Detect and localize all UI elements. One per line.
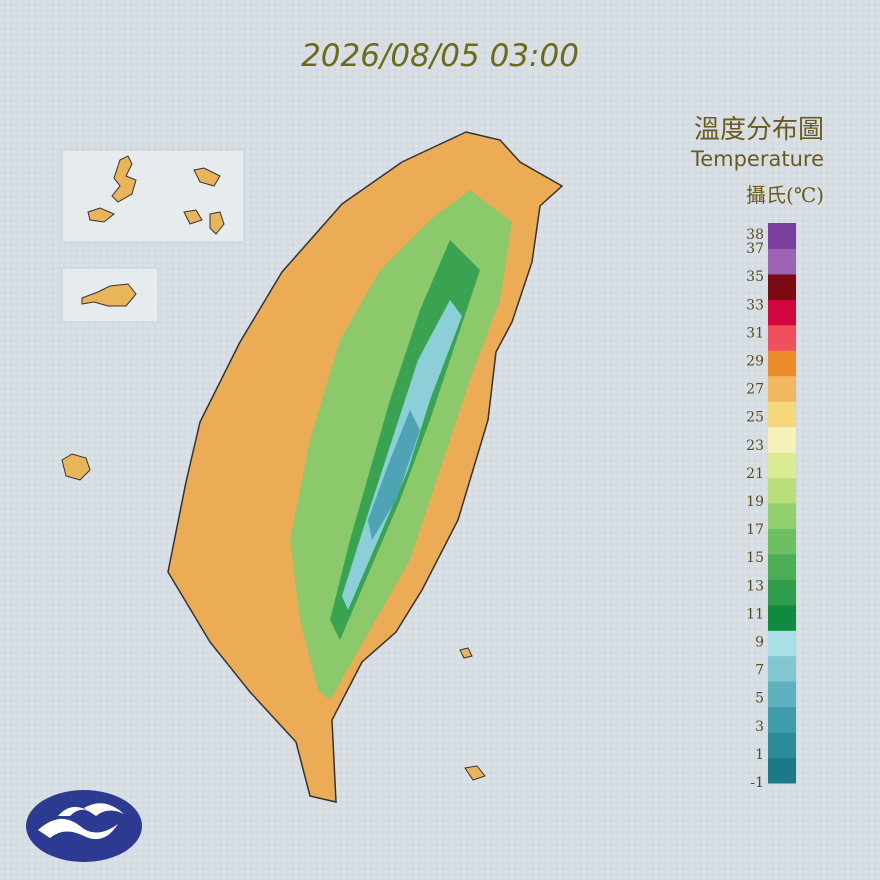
color-band <box>768 732 796 759</box>
color-band <box>768 452 796 479</box>
scale-label: 31 <box>746 325 764 341</box>
scale-label: 29 <box>746 353 764 369</box>
island <box>183 209 225 235</box>
color-band <box>768 503 796 529</box>
taiwan-map <box>167 131 564 803</box>
scale-label: 11 <box>746 606 764 622</box>
legend-title: 溫度分布圖 <box>694 115 824 145</box>
island <box>111 155 137 203</box>
island <box>81 283 137 307</box>
scale-label: 25 <box>746 410 764 426</box>
scale-label: 15 <box>746 550 764 566</box>
scale-label: 19 <box>746 494 764 510</box>
color-band <box>768 426 796 453</box>
scale-label: 27 <box>746 382 764 398</box>
color-band <box>768 273 796 300</box>
color-band <box>768 706 796 733</box>
color-band <box>768 350 796 377</box>
color-band <box>768 579 796 606</box>
scale-label: 37 <box>746 241 764 257</box>
color-band <box>768 630 796 657</box>
peak <box>368 410 420 540</box>
color-band <box>768 375 796 402</box>
color-band <box>768 604 796 631</box>
scale-label: 35 <box>746 269 764 285</box>
island <box>459 647 486 781</box>
color-band <box>768 553 796 580</box>
legend-subtitle: Temperature <box>690 147 824 171</box>
scale-label: -1 <box>750 775 764 791</box>
island <box>61 453 91 481</box>
color-band <box>768 655 796 682</box>
color-band <box>768 757 796 784</box>
scale-label: 1 <box>755 747 764 763</box>
scale-label: 38 <box>746 227 764 243</box>
color-band <box>768 248 796 275</box>
timestamp: 2026/08/05 03:00 <box>301 38 579 74</box>
color-band <box>768 401 796 428</box>
scale-label: 17 <box>746 522 764 538</box>
color-band <box>768 299 796 326</box>
inset-islands <box>61 149 486 781</box>
color-band <box>768 477 796 504</box>
scale-label: 23 <box>746 438 764 454</box>
color-band <box>768 223 796 249</box>
logo-wave <box>58 803 124 816</box>
scale-label: 21 <box>746 466 764 482</box>
scale-label: 9 <box>755 634 764 650</box>
island <box>193 167 221 187</box>
scale-label: 13 <box>746 578 764 594</box>
logo <box>26 790 142 862</box>
color-band <box>768 324 796 351</box>
color-band <box>768 681 796 708</box>
scale-label: 3 <box>755 719 764 735</box>
island <box>87 207 115 223</box>
logo-wave <box>38 818 118 840</box>
legend: 溫度分布圖 Temperature 攝氏(℃) 3837353331292725… <box>690 115 824 791</box>
scale-label: 5 <box>755 691 764 707</box>
scale-label: 7 <box>755 663 764 679</box>
scale-label: 33 <box>746 297 764 313</box>
color-band <box>768 528 796 555</box>
legend-unit: 攝氏(℃) <box>746 183 824 207</box>
